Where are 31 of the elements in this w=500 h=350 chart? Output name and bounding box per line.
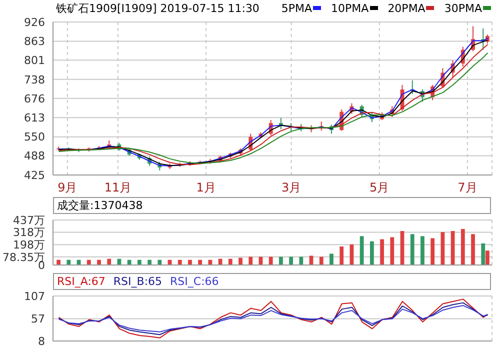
chart-title: 成交量:1370438 — [57, 198, 143, 213]
y-tick-label: 8 — [38, 334, 45, 348]
chart-title: 铁矿石1909[I1909] 2019-07-15 11:30 — [56, 0, 260, 16]
y-tick-label: 198万 — [13, 238, 45, 252]
legend-label: 5PMA — [281, 2, 312, 14]
y-tick-label: 57 — [31, 312, 45, 326]
x-tick-label: 9月 — [58, 180, 78, 195]
y-tick-label: 863 — [24, 35, 45, 48]
x-tick-label: 1月 — [196, 180, 216, 195]
x-tick-label: 3月 — [281, 180, 302, 195]
y-tick-label: 676 — [24, 92, 45, 106]
y-tick-label: 738 — [24, 73, 45, 86]
x-tick-label: 5月 — [370, 180, 390, 195]
y-tick-label: 318万 — [13, 226, 45, 240]
text: RSI_B:65 — [113, 275, 162, 288]
text: RSI_C:66 — [170, 275, 219, 288]
legend-label: 20PMA — [388, 2, 426, 14]
x-tick-label: 11月 — [104, 180, 132, 195]
y-tick-label: 425 — [24, 168, 45, 182]
y-tick-label: 107 — [24, 290, 45, 303]
y-tick-label: 78.35万 — [2, 250, 45, 264]
y-tick-label: 550 — [24, 130, 45, 144]
y-tick-label: 488 — [24, 150, 45, 163]
x-tick-label: 7月 — [458, 180, 478, 195]
legend-label: 30PMA — [444, 2, 482, 14]
y-tick-label: 437万 — [13, 214, 45, 227]
text: RSI_A:67 — [57, 275, 106, 288]
legend-label: 10PMA — [331, 2, 369, 14]
y-tick-label: 926 — [24, 16, 45, 29]
y-tick-label: 801 — [24, 54, 45, 68]
y-tick-label: 613 — [24, 111, 45, 124]
